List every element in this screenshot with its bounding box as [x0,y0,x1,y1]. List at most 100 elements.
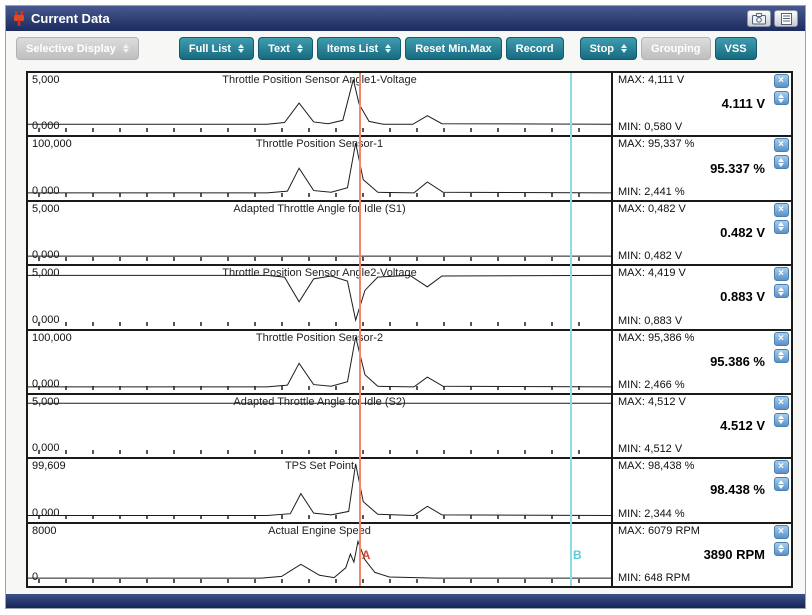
min-value-label: MIN: 0,580 V [618,121,683,134]
channel-close-button[interactable]: × [773,74,789,88]
channel-rescale-button[interactable] [773,219,789,234]
channel-row-5: Throttle Position Sensor-2 100,000 0,000… [28,330,791,395]
channel-row-7: TPS Set Point 99,609 0,000 MAX: 98,438 %… [28,459,791,524]
axis-ticks [38,257,605,262]
min-value-label: MIN: 0,482 V [618,250,683,263]
channel-rescale-button[interactable] [773,155,789,170]
toolbar-button-record[interactable]: Record [505,37,564,60]
toolbar-button-vss[interactable]: VSS [714,37,757,60]
channel-info: MAX: 6079 RPM 3890 RPM MIN: 648 RPM [613,523,771,586]
channel-close-button[interactable]: × [773,202,789,217]
channel-info: MAX: 98,438 % 98.438 % MIN: 2,344 % [613,459,771,522]
current-value: 0.482 V [720,224,765,240]
axis-ticks [38,128,605,133]
min-value-label: MIN: 2,466 % [618,378,685,391]
waveform [28,266,611,328]
channel-rescale-button[interactable] [773,477,789,492]
channel-row-4: Throttle Position Sensor Angle2-Voltage … [28,266,791,331]
updown-icon [778,544,784,554]
axis-ticks [38,579,605,583]
toolbar-button-label: VSS [724,42,747,55]
window-title: Current Data [31,11,110,26]
toolbar-button-label: Stop [589,42,615,55]
max-value-label: MAX: 98,438 % [618,460,695,473]
channel-plot: TPS Set Point 99,609 0,000 [28,459,613,522]
cursor-b[interactable]: B [569,73,582,586]
close-icon: × [778,332,784,344]
axis-ticks [38,321,605,326]
channel-info: MAX: 0,482 V 0.482 V MIN: 0,482 V [613,201,771,265]
channel-plot: Actual Engine Speed 8000 0 [28,523,613,586]
updown-icon [778,93,784,103]
toolbar-button-grouping[interactable]: Grouping [641,37,711,60]
toolbar-button-label: Items List [326,42,379,55]
channel-buttons: × [771,73,791,136]
graph-area: Throttle Position Sensor Angle1-Voltage … [26,71,793,588]
toolbar-button-label: Full List [188,42,232,55]
capture-button[interactable] [747,10,771,27]
content: Throttle Position Sensor Angle1-Voltage … [6,66,805,594]
scale-max-label: 100,000 [32,331,72,344]
channel-buttons: × [771,394,791,458]
channel-close-button[interactable]: × [773,331,789,346]
app-icon [14,11,24,26]
toolbar-button-label: Grouping [651,42,701,55]
app-window: Current Data Selective Display [5,5,806,609]
current-value: 95.337 % [710,160,765,176]
scale-min-label: 0 [32,571,39,583]
channel-info: MAX: 4,111 V 4.111 V MIN: 0,580 V [613,73,771,136]
channel-buttons: × [771,330,791,393]
updown-icon [296,44,303,53]
toolbar-button-selective-display[interactable]: Selective Display [16,37,139,60]
toolbar: Selective Display Full List Text Items L… [6,31,805,66]
current-value: 95.386 % [710,353,765,369]
channel-title: TPS Set Point [284,460,355,473]
close-icon: × [778,268,784,280]
toolbar-button-text[interactable]: Text [258,37,313,60]
max-value-label: MAX: 4,111 V [618,74,685,86]
current-value: 3890 RPM [703,546,765,562]
axis-ticks [38,192,605,197]
channel-close-button[interactable]: × [773,267,789,282]
close-icon: × [778,461,784,473]
max-value-label: MAX: 0,482 V [618,202,686,215]
min-value-label: MIN: 0,883 V [618,314,683,327]
toolbar-button-stop[interactable]: Stop [579,37,638,60]
scale-max-label: 5,000 [32,74,60,86]
channel-plot: Throttle Position Sensor-1 100,000 0,000 [28,137,613,200]
toolbar-button-full-list[interactable]: Full List [178,37,255,60]
axis-ticks [38,450,605,455]
channel-info: MAX: 4,419 V 0.883 V MIN: 0,883 V [613,266,771,329]
toolbar-button-reset-min-max[interactable]: Reset Min.Max [405,37,502,60]
channel-close-button[interactable]: × [773,395,789,410]
channel-buttons: × [771,137,791,200]
current-value: 4.111 V [721,96,765,112]
current-value: 98.438 % [710,482,765,498]
channel-info: MAX: 95,386 % 95.386 % MIN: 2,466 % [613,330,771,393]
channel-row-2: Throttle Position Sensor-1 100,000 0,000… [28,137,791,202]
waveform [28,137,611,199]
channel-rescale-button[interactable] [773,348,789,363]
channel-rescale-button[interactable] [773,91,789,105]
max-value-label: MAX: 6079 RPM [618,524,700,537]
toolbar-button-items-list[interactable]: Items List [316,37,402,60]
channel-buttons: × [771,201,791,265]
channel-rescale-button[interactable] [773,412,789,427]
channel-close-button[interactable]: × [773,460,789,475]
titlebar: Current Data [6,6,805,31]
updown-icon [778,222,784,232]
channel-row-8: Actual Engine Speed 8000 0 MAX: 6079 RPM… [28,523,791,586]
channel-buttons: × [771,266,791,329]
channel-rescale-button[interactable] [773,284,789,299]
toolbar-button-label: Text [268,42,290,55]
channel-close-button[interactable]: × [773,524,789,539]
cursor-a[interactable]: A [358,73,370,586]
channel-plot: Throttle Position Sensor Angle2-Voltage … [28,266,613,329]
updown-icon [122,44,129,53]
channel-buttons: × [771,459,791,522]
document-icon [780,12,792,25]
channel-rescale-button[interactable] [773,541,789,556]
toolbar-button-label: Record [515,42,554,55]
report-button[interactable] [774,10,798,27]
channel-close-button[interactable]: × [773,138,789,153]
